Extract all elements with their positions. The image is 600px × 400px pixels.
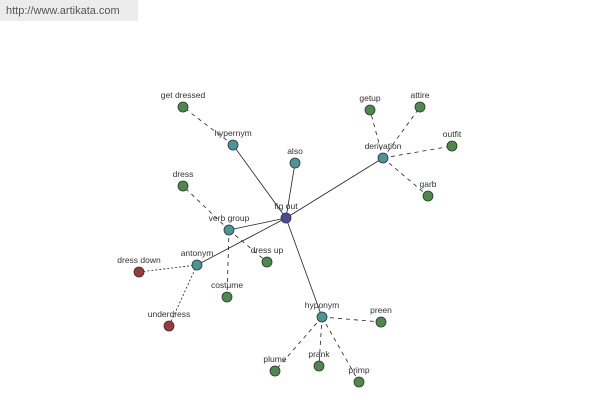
node[interactable] bbox=[289, 157, 301, 169]
node-label: dress bbox=[173, 169, 194, 179]
edge bbox=[318, 316, 323, 367]
edges bbox=[138, 106, 453, 383]
node-label: hypernym bbox=[214, 128, 251, 138]
node-label: dress up bbox=[251, 245, 284, 255]
node[interactable] bbox=[280, 212, 292, 224]
site-url[interactable]: http://www.artikata.com bbox=[6, 5, 120, 17]
edge bbox=[382, 157, 429, 197]
node-label: getup bbox=[359, 93, 381, 103]
node[interactable] bbox=[446, 140, 458, 152]
node-label: costume bbox=[211, 280, 243, 290]
edge bbox=[321, 316, 382, 323]
edge bbox=[285, 162, 296, 219]
nodes: fig out hypernym get dressed also derivation… bbox=[117, 90, 462, 388]
edge bbox=[196, 217, 287, 266]
node[interactable] bbox=[364, 104, 376, 116]
node[interactable] bbox=[163, 320, 175, 332]
edge bbox=[369, 109, 384, 159]
node-label: preen bbox=[370, 305, 392, 315]
edge bbox=[285, 157, 384, 219]
node-label: fig out bbox=[274, 201, 298, 211]
node[interactable] bbox=[177, 180, 189, 192]
node[interactable] bbox=[377, 152, 389, 164]
node[interactable] bbox=[223, 224, 235, 236]
edge bbox=[228, 229, 268, 263]
node-label: verb group bbox=[209, 213, 250, 223]
edge bbox=[168, 264, 198, 327]
edge bbox=[138, 264, 198, 273]
edge bbox=[228, 217, 287, 231]
node[interactable] bbox=[353, 376, 365, 388]
node-label: also bbox=[287, 146, 303, 156]
node-label: prank bbox=[308, 349, 330, 359]
node-label: underdress bbox=[148, 309, 191, 319]
node[interactable] bbox=[269, 365, 281, 377]
node-label: garb bbox=[419, 179, 436, 189]
node-label: attire bbox=[411, 90, 430, 100]
node[interactable] bbox=[227, 139, 239, 151]
node-label: get dressed bbox=[161, 90, 206, 100]
edge bbox=[274, 316, 323, 372]
edge bbox=[382, 106, 421, 159]
node-label: hyponym bbox=[305, 300, 340, 310]
node[interactable] bbox=[177, 101, 189, 113]
edge bbox=[182, 185, 230, 231]
node-label: dress down bbox=[117, 255, 161, 265]
node-label: antonym bbox=[181, 248, 214, 258]
node-label: derivation bbox=[365, 141, 402, 151]
node-label: plume bbox=[263, 354, 286, 364]
node[interactable] bbox=[422, 190, 434, 202]
node[interactable] bbox=[133, 266, 145, 278]
header-bar bbox=[0, 0, 138, 21]
node[interactable] bbox=[191, 259, 203, 271]
node[interactable] bbox=[261, 256, 273, 268]
edge bbox=[285, 217, 323, 318]
edge bbox=[182, 106, 234, 146]
node[interactable] bbox=[221, 291, 233, 303]
node[interactable] bbox=[414, 101, 426, 113]
edge bbox=[226, 229, 230, 298]
node-label: primp bbox=[348, 365, 370, 375]
node[interactable] bbox=[313, 360, 325, 372]
node[interactable] bbox=[375, 316, 387, 328]
node[interactable] bbox=[316, 311, 328, 323]
edge bbox=[382, 145, 453, 159]
node-label: outfit bbox=[443, 129, 462, 139]
edge bbox=[232, 144, 287, 219]
